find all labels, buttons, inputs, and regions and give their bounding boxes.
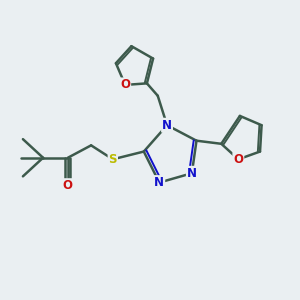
Text: O: O — [120, 78, 130, 92]
Text: N: N — [162, 119, 172, 132]
Text: O: O — [63, 179, 73, 192]
Text: S: S — [109, 153, 117, 166]
Text: N: N — [187, 167, 197, 180]
Text: O: O — [233, 153, 243, 166]
Text: N: N — [154, 176, 164, 189]
